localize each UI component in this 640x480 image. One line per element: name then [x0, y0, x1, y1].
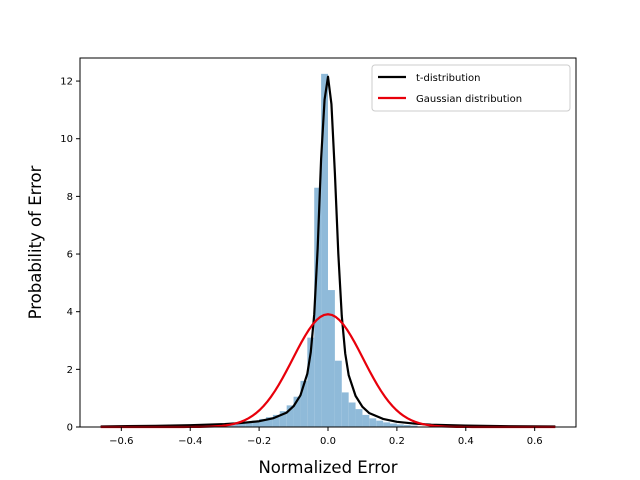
histogram-bar: [390, 423, 397, 427]
y-tick-label: 2: [67, 365, 73, 376]
y-tick-label: 0: [67, 423, 73, 434]
y-axis-ticks: 0 2 4 6 8 10 12: [60, 77, 80, 434]
histogram-bar: [293, 396, 301, 427]
x-tick-label: 0.0: [320, 436, 336, 447]
x-tick-label: 0.4: [458, 436, 474, 447]
legend-label: Gaussian distribution: [416, 94, 522, 105]
histogram-bar: [286, 405, 294, 427]
histogram-bar: [410, 425, 418, 427]
x-tick-label: −0.6: [109, 436, 133, 447]
x-axis-label: Normalized Error: [258, 458, 397, 477]
histogram-bar: [376, 420, 384, 427]
legend-label: t-distribution: [416, 73, 481, 84]
histogram-bar: [334, 360, 342, 427]
histogram-bar: [328, 290, 335, 427]
histogram-bar: [238, 422, 246, 427]
histogram-bar: [396, 424, 404, 427]
histogram-bar: [369, 418, 377, 427]
x-tick-label: −0.2: [247, 436, 271, 447]
histogram-bars: [183, 73, 418, 427]
histogram-bar: [355, 409, 363, 427]
histogram-bar: [279, 411, 287, 427]
t-distribution-line: [100, 75, 556, 428]
histogram-bar: [403, 424, 411, 427]
histogram-bar: [341, 392, 349, 427]
x-tick-label: 0.2: [389, 436, 405, 447]
histogram-bar: [266, 417, 273, 427]
y-tick-label: 8: [67, 192, 73, 203]
x-axis-ticks: −0.6 −0.4 −0.2 0.0 0.2 0.4 0.6: [109, 427, 543, 447]
x-tick-label: 0.6: [527, 436, 543, 447]
x-tick-label: −0.4: [178, 436, 202, 447]
histogram-bar: [307, 337, 315, 427]
y-tick-label: 6: [67, 250, 73, 261]
histogram-bar: [321, 73, 328, 427]
y-axis-label: Probability of Error: [26, 165, 45, 319]
legend-box: [371, 64, 571, 112]
legend: t-distribution Gaussian distribution: [371, 64, 571, 112]
histogram-bar: [259, 418, 266, 427]
histogram-bar: [348, 402, 356, 427]
histogram-bar: [272, 414, 280, 427]
y-tick-label: 12: [60, 77, 73, 88]
histogram-bar: [300, 380, 308, 427]
y-tick-label: 10: [60, 134, 73, 145]
histogram-bar: [362, 414, 370, 427]
y-tick-label: 4: [67, 307, 73, 318]
histogram-bar: [252, 420, 260, 427]
histogram-bar: [383, 422, 390, 427]
histogram-bar: [245, 421, 253, 427]
histogram-bar: [231, 423, 239, 427]
histogram-bar: [314, 187, 322, 427]
